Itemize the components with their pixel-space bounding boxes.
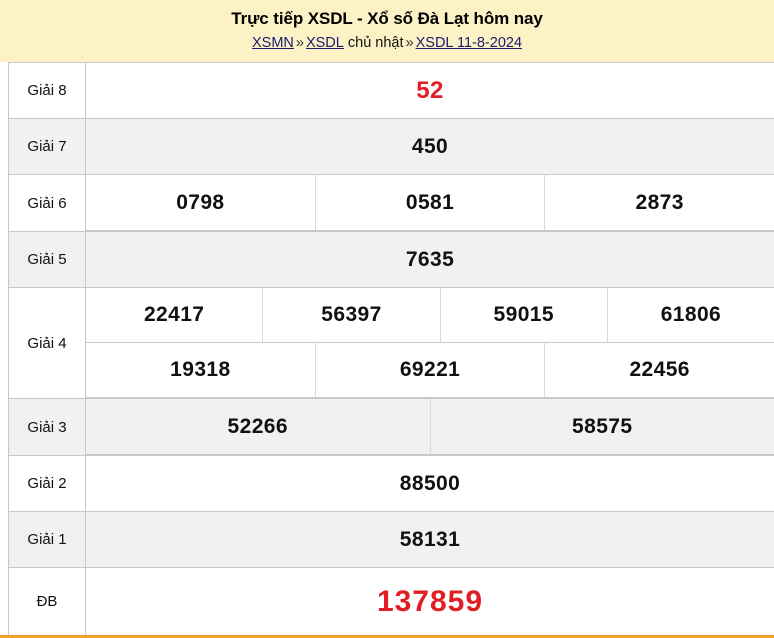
prize-label-6: Giải 6 bbox=[9, 175, 86, 232]
prize-value-db: 137859 bbox=[86, 568, 774, 636]
prize-cell-group-6: 0798 0581 2873 bbox=[86, 175, 774, 232]
prize-value-5: 7635 bbox=[86, 232, 774, 288]
prize-value-6-2: 0581 bbox=[315, 175, 545, 231]
prize-label-2: Giải 2 bbox=[9, 456, 86, 512]
prize-label-3: Giải 3 bbox=[9, 399, 86, 456]
prize-value-4-6: 69221 bbox=[315, 343, 545, 398]
prize-value-6-3: 2873 bbox=[545, 175, 774, 231]
prize-label-db: ĐB bbox=[9, 568, 86, 636]
prize-value-6-1: 0798 bbox=[86, 175, 315, 231]
prize-value-4-5: 19318 bbox=[86, 343, 315, 398]
prize-value-4-1: 22417 bbox=[86, 288, 263, 343]
table-row-prize-4: Giải 4 22417 56397 59015 61806 19318 692… bbox=[9, 288, 774, 399]
breadcrumb-link-xsdl[interactable]: XSDL bbox=[306, 35, 344, 51]
breadcrumb-text-weekday: chủ nhật bbox=[348, 35, 404, 51]
breadcrumb-separator-2: » bbox=[404, 35, 416, 51]
breadcrumb-link-date[interactable]: XSDL 11-8-2024 bbox=[416, 35, 522, 51]
prize-value-4-4: 61806 bbox=[607, 288, 774, 343]
prize-value-4-2: 56397 bbox=[263, 288, 440, 343]
prize-label-4: Giải 4 bbox=[9, 288, 86, 399]
prize-value-1: 58131 bbox=[86, 512, 774, 568]
prize-value-7: 450 bbox=[86, 119, 774, 175]
prize-cell-group-4: 22417 56397 59015 61806 19318 69221 2245… bbox=[86, 288, 774, 399]
prize-value-4-3: 59015 bbox=[440, 288, 607, 343]
table-row-prize-8: Giải 8 52 bbox=[9, 63, 774, 119]
table-row-prize-1: Giải 1 58131 bbox=[9, 512, 774, 568]
prize-cell-group-3: 52266 58575 bbox=[86, 399, 774, 456]
prize-label-7: Giải 7 bbox=[9, 119, 86, 175]
lottery-results-table: Giải 8 52 Giải 7 450 Giải 6 0798 0581 28… bbox=[8, 62, 774, 635]
prize-value-3-2: 58575 bbox=[430, 399, 774, 455]
breadcrumb-link-xsmn[interactable]: XSMN bbox=[252, 35, 294, 51]
table-row-prize-6: Giải 6 0798 0581 2873 bbox=[9, 175, 774, 232]
results-table-wrapper: Giải 8 52 Giải 7 450 Giải 6 0798 0581 28… bbox=[0, 62, 774, 635]
table-row-prize-5: Giải 5 7635 bbox=[9, 232, 774, 288]
prize-value-4-7: 22456 bbox=[545, 343, 774, 398]
prize-label-1: Giải 1 bbox=[9, 512, 86, 568]
table-row-prize-7: Giải 7 450 bbox=[9, 119, 774, 175]
breadcrumb: XSMN»XSDL chủ nhật»XSDL 11-8-2024 bbox=[0, 32, 774, 54]
prize-value-8: 52 bbox=[86, 63, 774, 119]
breadcrumb-separator-1: » bbox=[294, 35, 306, 51]
table-row-prize-db: ĐB 137859 bbox=[9, 568, 774, 636]
prize-value-3-1: 52266 bbox=[86, 399, 430, 455]
prize-value-2: 88500 bbox=[86, 456, 774, 512]
page-header-banner: Trực tiếp XSDL - Xổ số Đà Lạt hôm nay XS… bbox=[0, 0, 774, 62]
page-title: Trực tiếp XSDL - Xổ số Đà Lạt hôm nay bbox=[0, 7, 774, 31]
table-row-prize-3: Giải 3 52266 58575 bbox=[9, 399, 774, 456]
table-row-prize-2: Giải 2 88500 bbox=[9, 456, 774, 512]
prize-label-8: Giải 8 bbox=[9, 63, 86, 119]
prize-label-5: Giải 5 bbox=[9, 232, 86, 288]
